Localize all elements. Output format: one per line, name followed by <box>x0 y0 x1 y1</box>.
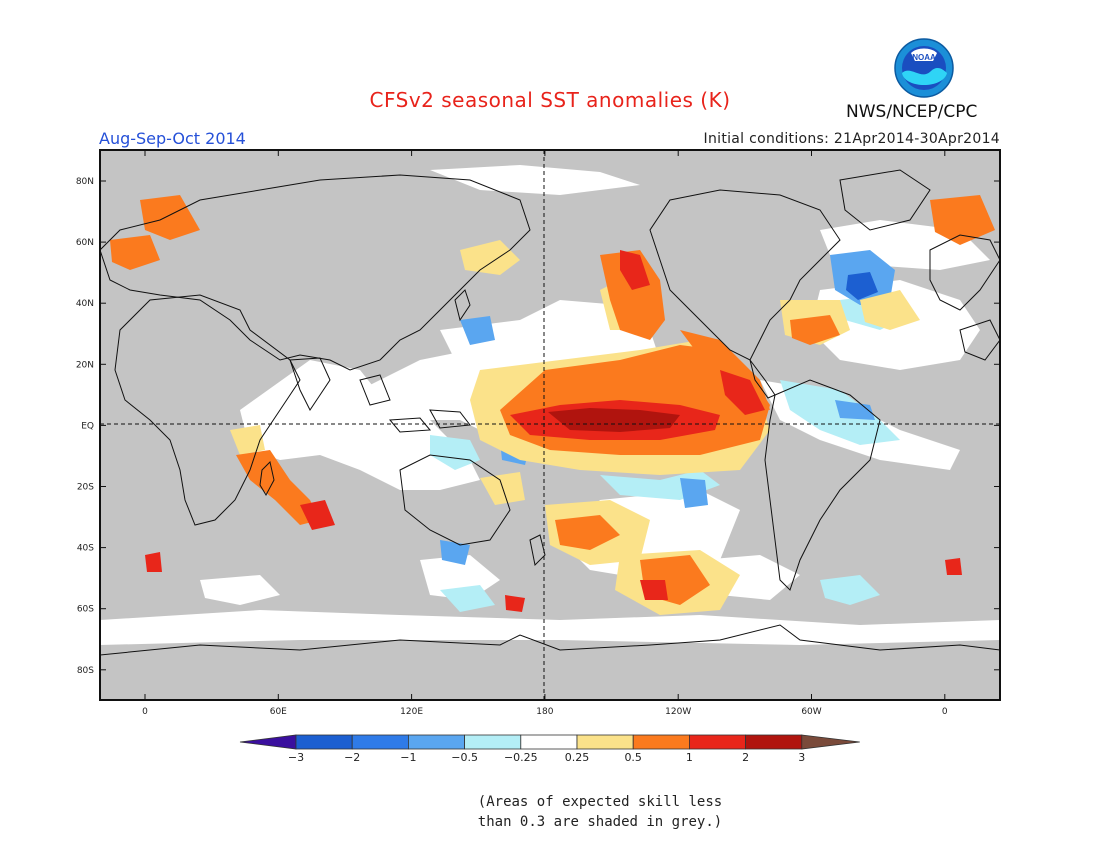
lon-label: 60W <box>801 707 821 717</box>
forecast-period: Aug-Sep-Oct 2014 <box>99 129 246 148</box>
lat-label: 60S <box>77 605 94 615</box>
lat-label: 40S <box>77 544 94 554</box>
skill-footnote: (Areas of expected skill less than 0.3 a… <box>470 792 730 832</box>
lon-label: 120E <box>400 707 423 717</box>
lat-label: 20S <box>77 483 94 493</box>
lon-label: 180 <box>536 707 553 717</box>
noaa-logo-icon: NOAA <box>894 38 954 98</box>
longitude-axis: 0 60E 120E 180 120W 60W 0 <box>142 150 948 717</box>
strong-cold-anomaly-areas <box>846 272 878 300</box>
strong-warm-anomaly-areas <box>145 250 962 612</box>
lat-label: EQ <box>81 421 94 431</box>
footnote-line-1: (Areas of expected skill less <box>477 794 723 810</box>
lat-label: 80S <box>77 666 94 676</box>
extreme-warm-anomaly-areas <box>548 408 680 432</box>
agency-label: NWS/NCEP/CPC <box>846 102 978 122</box>
latitude-axis: 80N 60N 40N 20N EQ 20S 40S 60S 80S <box>76 177 1000 676</box>
svg-text:NOAA: NOAA <box>912 53 936 62</box>
lon-label: 0 <box>942 707 948 717</box>
lat-label: 60N <box>76 238 94 248</box>
lat-label: 40N <box>76 299 94 309</box>
footnote-line-2: than 0.3 are shaded in grey.) <box>477 814 723 830</box>
lon-label: 0 <box>142 707 148 717</box>
lat-label: 20N <box>76 360 94 370</box>
initial-conditions: Initial conditions: 21Apr2014-30Apr2014 <box>703 131 1000 147</box>
lat-label: 80N <box>76 177 94 187</box>
map-title: CFSv2 seasonal SST anomalies (K) <box>369 88 731 112</box>
continent-outlines <box>100 169 1000 656</box>
lon-label: 120W <box>665 707 691 717</box>
lon-label: 60E <box>270 707 287 717</box>
